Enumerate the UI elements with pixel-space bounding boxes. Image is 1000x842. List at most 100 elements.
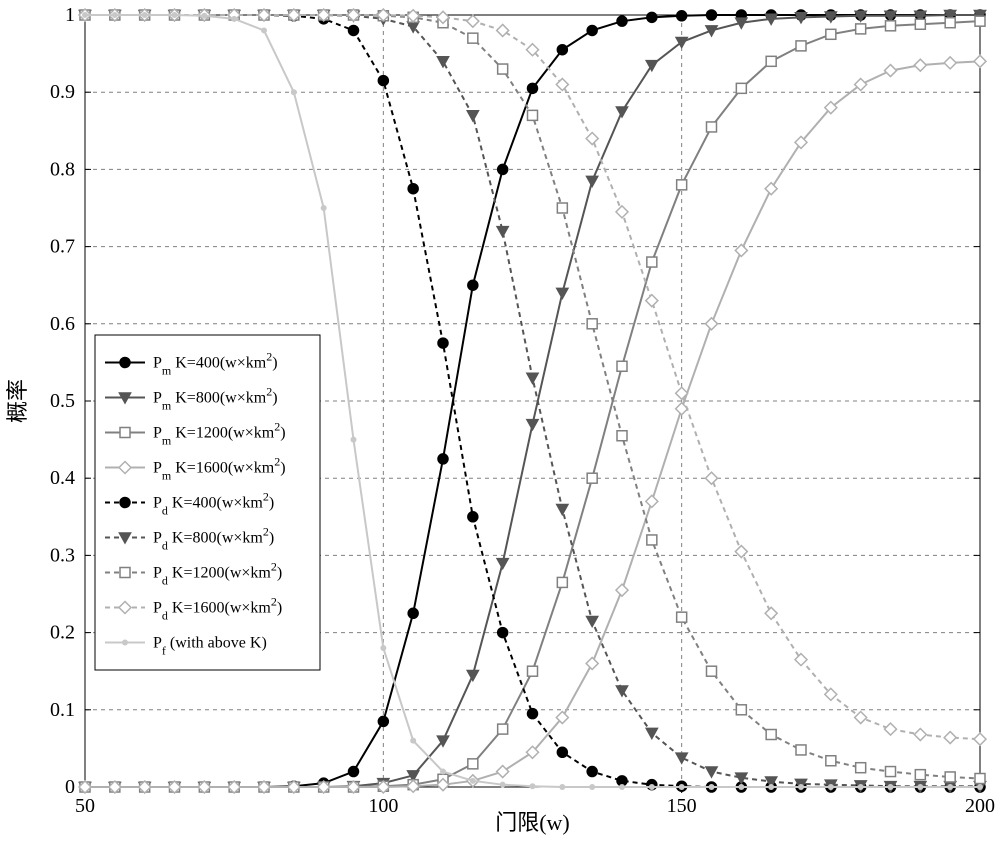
marker-square: [856, 763, 866, 773]
marker-dot: [82, 12, 88, 18]
marker-square: [557, 203, 567, 213]
marker-triangle-down: [586, 176, 598, 187]
x-axis-label: 门限(w): [495, 810, 570, 835]
marker-circle: [587, 767, 597, 777]
marker-diamond: [795, 654, 807, 666]
marker-diamond: [855, 712, 867, 724]
marker-dot: [917, 784, 923, 790]
ytick-label: 0.1: [50, 699, 75, 721]
marker-diamond: [676, 403, 688, 415]
marker-circle: [677, 11, 687, 21]
marker-square: [498, 724, 508, 734]
marker-circle: [587, 25, 597, 35]
marker-triangle-down: [646, 60, 658, 71]
marker-square: [975, 774, 985, 784]
marker-circle: [647, 12, 657, 22]
marker-square: [915, 19, 925, 29]
marker-dot: [798, 784, 804, 790]
ytick-label: 0.8: [50, 158, 75, 180]
marker-circle: [378, 716, 388, 726]
marker-square: [677, 612, 687, 622]
marker-diamond: [885, 65, 897, 77]
marker-square: [886, 767, 896, 777]
ytick-label: 0.3: [50, 544, 75, 566]
marker-square: [796, 745, 806, 755]
marker-circle: [617, 16, 627, 26]
marker-dot: [709, 784, 715, 790]
marker-diamond: [646, 495, 658, 507]
marker-triangle-down: [497, 226, 509, 237]
xtick-label: 50: [75, 795, 95, 817]
marker-square: [468, 33, 478, 43]
marker-circle: [349, 767, 359, 777]
marker-square: [796, 41, 806, 51]
ytick-label: 0.2: [50, 622, 75, 644]
marker-circle: [498, 628, 508, 638]
marker-dot: [858, 784, 864, 790]
marker-circle: [120, 498, 130, 508]
marker-circle: [707, 10, 717, 20]
chart-container: 5010015020000.10.20.30.40.50.60.70.80.91…: [0, 0, 1000, 842]
marker-diamond: [914, 729, 926, 741]
marker-dot: [768, 784, 774, 790]
legend: Pm K=400(w×km2)Pm K=800(w×km2)Pm K=1200(…: [95, 335, 320, 670]
marker-circle: [408, 608, 418, 618]
marker-square: [856, 24, 866, 34]
marker-triangle-down: [616, 107, 628, 118]
marker-dot: [649, 784, 655, 790]
marker-circle: [528, 709, 538, 719]
marker-square: [528, 666, 538, 676]
marker-triangle-down: [497, 558, 509, 569]
marker-triangle-down: [586, 616, 598, 627]
marker-diamond: [497, 766, 509, 778]
marker-dot: [619, 784, 625, 790]
marker-diamond: [706, 472, 718, 484]
marker-dot: [231, 16, 237, 22]
marker-square: [707, 666, 717, 676]
marker-dot: [500, 782, 506, 788]
marker-circle: [120, 358, 130, 368]
marker-square: [120, 428, 130, 438]
marker-square: [528, 110, 538, 120]
marker-circle: [408, 184, 418, 194]
marker-square: [766, 730, 776, 740]
marker-circle: [468, 280, 478, 290]
chart-svg: 5010015020000.10.20.30.40.50.60.70.80.91…: [0, 0, 1000, 842]
xtick-label: 200: [965, 795, 995, 817]
marker-dot: [172, 12, 178, 18]
marker-square: [587, 319, 597, 329]
marker-triangle-down: [527, 419, 539, 430]
marker-diamond: [706, 318, 718, 330]
marker-dot: [470, 778, 476, 784]
ytick-label: 0.9: [50, 81, 75, 103]
y-axis-label: 概率: [5, 379, 30, 423]
marker-circle: [438, 338, 448, 348]
marker-dot: [947, 784, 953, 790]
marker-triangle-down: [467, 111, 479, 122]
marker-diamond: [616, 584, 628, 596]
marker-diamond: [974, 55, 986, 67]
marker-triangle-down: [527, 373, 539, 384]
marker-square: [736, 83, 746, 93]
marker-dot: [351, 437, 357, 443]
marker-diamond: [944, 57, 956, 69]
marker-diamond: [586, 133, 598, 145]
marker-dot: [261, 27, 267, 33]
marker-circle: [528, 83, 538, 93]
marker-diamond: [735, 546, 747, 558]
marker-square: [617, 431, 627, 441]
marker-square: [617, 361, 627, 371]
marker-square: [766, 56, 776, 66]
marker-triangle-down: [556, 504, 568, 515]
xtick-label: 150: [667, 795, 697, 817]
marker-diamond: [914, 59, 926, 71]
ytick-label: 0.4: [50, 467, 75, 489]
marker-square: [498, 64, 508, 74]
marker-square: [915, 770, 925, 780]
marker-dot: [380, 645, 386, 651]
marker-square: [587, 473, 597, 483]
marker-dot: [291, 89, 297, 95]
marker-diamond: [885, 723, 897, 735]
marker-circle: [468, 512, 478, 522]
marker-dot: [828, 784, 834, 790]
